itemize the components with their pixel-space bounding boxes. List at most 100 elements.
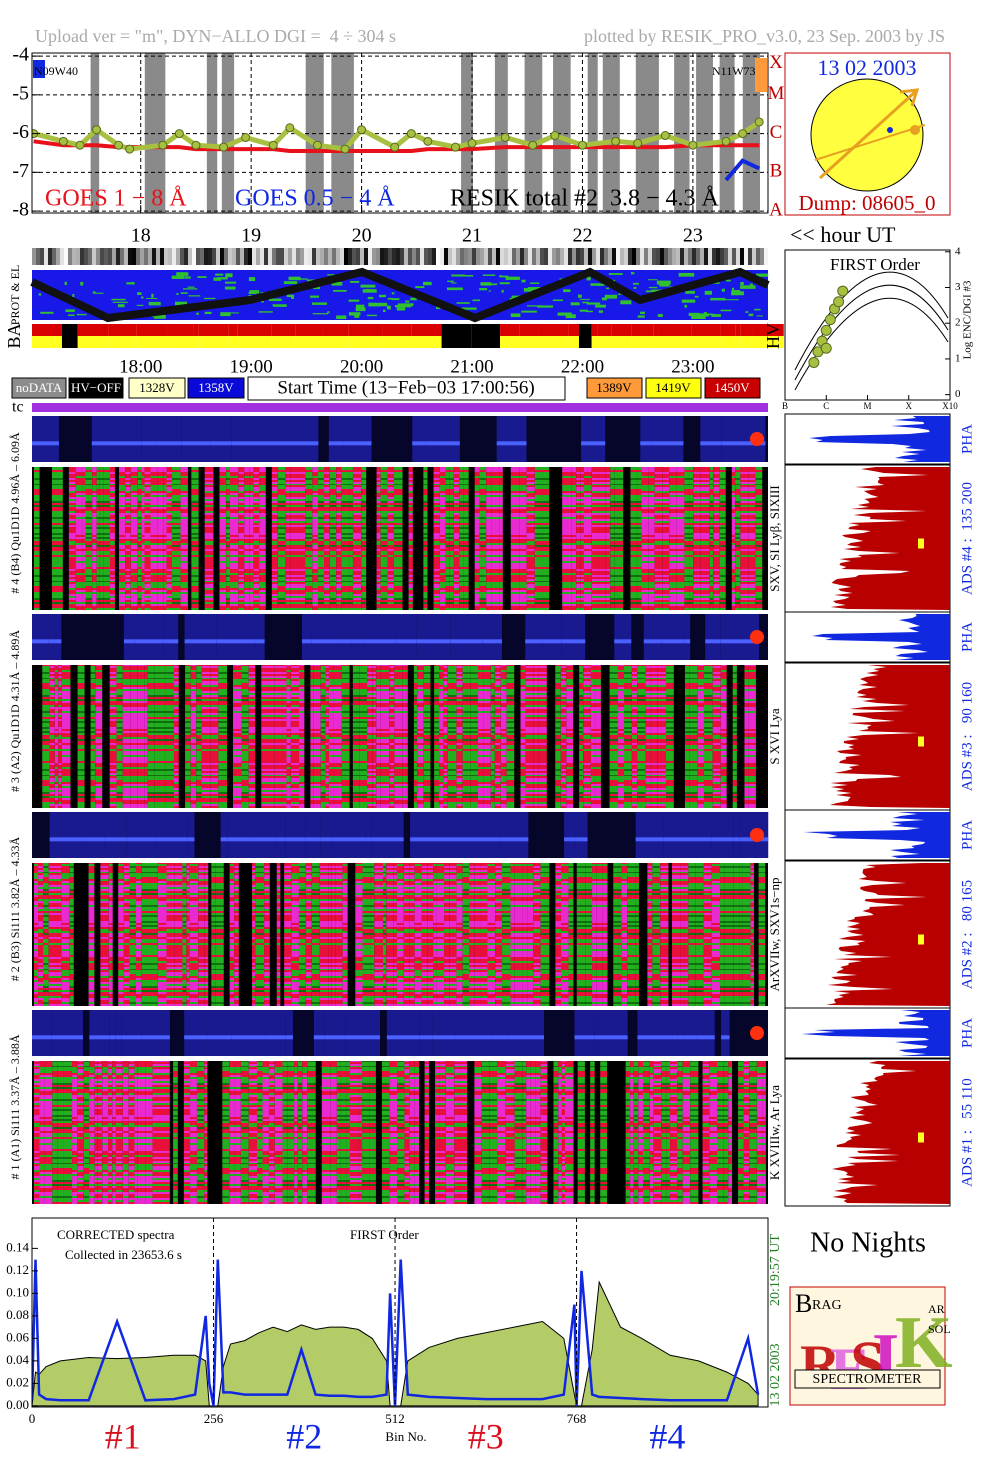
- spectro-column: [159, 665, 166, 808]
- elevation-cell: [144, 248, 148, 265]
- prot-noise: [225, 273, 233, 278]
- spectro-column: [387, 467, 394, 610]
- spectro-column: [717, 1061, 724, 1204]
- spectro-column: [614, 467, 624, 610]
- ba-bottom: [411, 336, 442, 348]
- pha-column: [305, 812, 321, 858]
- prot-noise: [224, 286, 236, 290]
- spectro-column: [605, 467, 611, 610]
- spectro-column: [325, 665, 329, 808]
- prot-noise: [333, 289, 347, 292]
- prot-noise: [480, 282, 492, 286]
- prot-noise: [685, 290, 695, 294]
- spectro-column: [233, 665, 242, 808]
- pha-column: [91, 416, 126, 462]
- pha-band: [697, 1035, 715, 1040]
- ba-bottom: [136, 336, 167, 348]
- elevation-cell: [640, 248, 644, 265]
- pha-peak: [750, 1026, 764, 1040]
- elevation-cell: [100, 248, 104, 265]
- data-point: [550, 131, 560, 141]
- spectro-column: [298, 665, 305, 808]
- eclipse-band: [305, 53, 324, 213]
- pha-band: [227, 837, 252, 842]
- pha-column: [491, 1010, 509, 1056]
- elevation-cell: [248, 248, 252, 265]
- annotation: Collected in 23653.6 s: [65, 1247, 182, 1262]
- elevation-cell: [428, 248, 432, 265]
- elevation-cell: [132, 248, 136, 265]
- pha-hist: [812, 614, 950, 660]
- elevation-cell: [540, 248, 544, 265]
- spectro-column: [137, 665, 145, 808]
- data-point: [824, 314, 836, 326]
- start-box: [247, 376, 566, 401]
- pha-band: [705, 639, 721, 644]
- ads-hist: [829, 665, 950, 808]
- spectro-column: [241, 665, 249, 808]
- data-point: [268, 140, 278, 150]
- pha-band: [32, 639, 49, 644]
- spectro-column: [555, 665, 561, 808]
- y-tick-label: 4: [955, 245, 961, 257]
- prot-noise: [213, 277, 222, 281]
- prot-noise: [258, 311, 273, 313]
- spectro-column: [444, 863, 450, 1006]
- pha-band: [331, 837, 366, 842]
- prot-noise: [598, 283, 605, 286]
- prot-noise: [291, 295, 295, 299]
- elevation-cell: [52, 248, 56, 265]
- prot-noise: [721, 288, 725, 292]
- prot-noise: [38, 293, 42, 296]
- spectro-column: [469, 863, 475, 1006]
- elevation-cell: [124, 248, 128, 265]
- elevation-cell: [744, 248, 748, 265]
- elevation-cell: [160, 248, 164, 265]
- spectro-column: [666, 665, 674, 808]
- elevation-cell: [476, 248, 480, 265]
- spectro-column: [653, 1061, 662, 1204]
- data-point: [241, 132, 251, 142]
- spectro-column: [61, 665, 71, 808]
- time-label: 18:00: [119, 356, 162, 377]
- spectro-column: [61, 863, 70, 1006]
- pha-column: [141, 416, 156, 462]
- spectro-column: [374, 863, 383, 1006]
- spectro-column: [321, 1061, 331, 1204]
- spectro-column: [129, 863, 136, 1006]
- prot-noise: [117, 304, 125, 308]
- spectro-column: [534, 467, 543, 610]
- prot-noise: [586, 310, 593, 313]
- prot-noise: [436, 306, 441, 310]
- pha-column: [508, 1010, 544, 1056]
- spectro-column: [510, 467, 520, 610]
- elevation-cell: [272, 248, 276, 265]
- spectro-column: [325, 863, 329, 1006]
- spectro-column: [307, 1061, 316, 1204]
- ba-top: [228, 324, 238, 336]
- elevation-cell: [652, 248, 656, 265]
- elevation-cell: [636, 248, 640, 265]
- spectro-column: [355, 863, 363, 1006]
- spectro-column: [252, 863, 256, 1006]
- prot-noise: [72, 293, 75, 298]
- elevation-cell: [528, 248, 532, 265]
- elevation-cell: [404, 248, 408, 265]
- spectro-column: [204, 1061, 208, 1204]
- spectro-column: [134, 1061, 138, 1204]
- spectro-column: [609, 665, 619, 808]
- pha-column: [49, 812, 83, 858]
- ba-bottom: [61, 336, 78, 348]
- elevation-cell: [128, 248, 132, 265]
- spectro-column: [459, 467, 464, 610]
- elevation-cell: [204, 248, 208, 265]
- spectro-column: [287, 1061, 295, 1204]
- spectro-column: [92, 467, 97, 610]
- y2-tick-label: B: [770, 161, 783, 182]
- elevation-cell: [36, 248, 40, 265]
- ba-bottom: [500, 336, 520, 348]
- elevation-cell: [492, 248, 496, 265]
- prot-noise: [286, 294, 294, 298]
- elevation-cell: [84, 248, 88, 265]
- elevation-cell: [656, 248, 660, 265]
